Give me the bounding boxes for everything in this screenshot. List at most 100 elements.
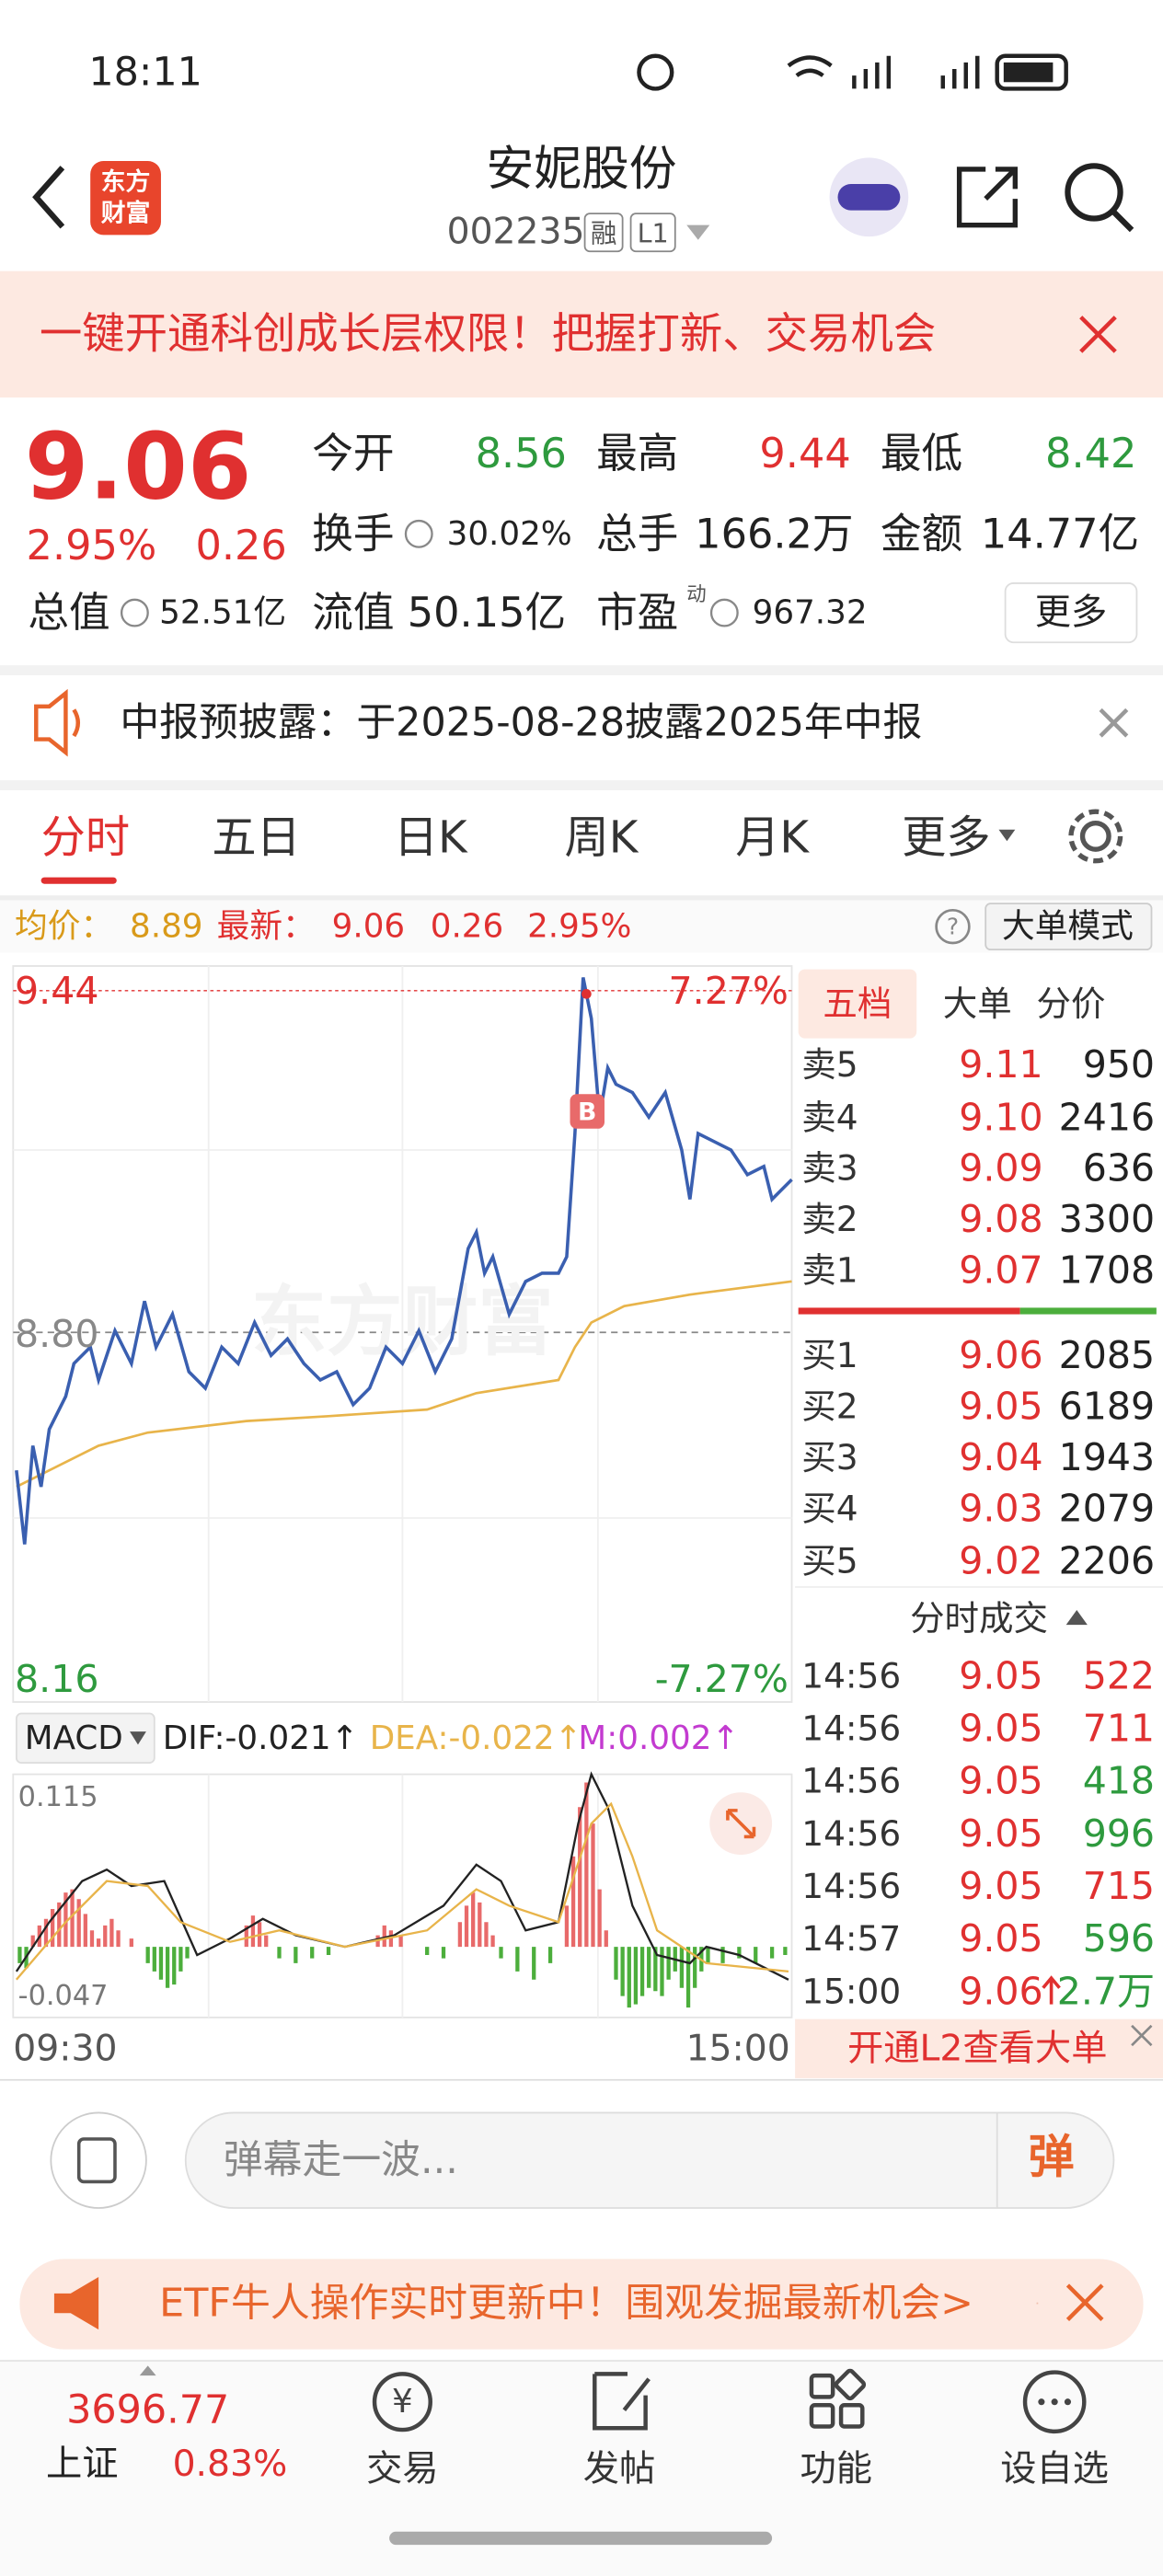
field-label: 总值 xyxy=(28,589,109,637)
etf-text: ETF牛人操作实时更新中！围观发掘最新机会> xyxy=(159,2281,973,2327)
trade-price: 9.05 xyxy=(959,1707,1042,1751)
book-price: 9.08 xyxy=(959,1197,1042,1241)
close-button[interactable] xyxy=(1099,707,1129,738)
share-button[interactable] xyxy=(956,167,1018,228)
trade-price: 9.05 xyxy=(959,1916,1042,1961)
divider xyxy=(0,895,1163,901)
low-pct: -7.27% xyxy=(655,1657,789,1701)
field-value: 50.15亿 xyxy=(408,589,566,637)
info-icon[interactable] xyxy=(709,598,739,627)
nav-item[interactable]: 设自选 xyxy=(1000,2448,1109,2490)
trade-volume: 418 xyxy=(1083,1759,1155,1803)
tag: 融 xyxy=(591,218,617,249)
macd-bars-up xyxy=(30,1782,608,1948)
buy-marker: B xyxy=(578,1098,596,1126)
help-icon[interactable] xyxy=(935,908,971,945)
book-volume: 2079 xyxy=(1059,1486,1155,1530)
more-button[interactable] xyxy=(1004,582,1138,644)
field-label: 最低 xyxy=(881,430,962,477)
home-indicator xyxy=(389,2531,773,2546)
comment-input[interactable] xyxy=(184,2111,1115,2209)
chart-tab[interactable]: 月K xyxy=(735,812,810,864)
macd-max: 0.115 xyxy=(18,1781,98,1813)
trade-icon-symbol: ¥ xyxy=(392,2383,413,2421)
comment-placeholder: 弹幕走一波... xyxy=(224,2137,458,2183)
field-value: 166.2万 xyxy=(695,510,853,558)
macd-bars-down xyxy=(17,1947,788,2008)
book-volume: 2206 xyxy=(1059,1538,1155,1582)
dropdown-arrow[interactable] xyxy=(130,1731,146,1745)
price-chart: 东方财富 B 9.44 7.27% 8.80 8.16 -7.27% xyxy=(12,965,793,1703)
danmaku-button[interactable]: 弹 xyxy=(1029,2131,1075,2184)
dea-line xyxy=(15,1801,789,1981)
field-value: 30.02% xyxy=(447,515,572,553)
divider xyxy=(0,665,1163,675)
settings-button[interactable] xyxy=(1068,809,1123,864)
time-start: 09:30 xyxy=(13,2028,117,2069)
book-level: 买2 xyxy=(801,1386,858,1427)
sort-arrow[interactable] xyxy=(1065,1610,1088,1626)
sell-ratio xyxy=(1019,1307,1157,1315)
time-end: 15:00 xyxy=(686,2028,790,2069)
close-button[interactable] xyxy=(1065,2283,1104,2322)
book-price: 9.09 xyxy=(959,1146,1042,1190)
trade-price: 9.05 xyxy=(959,1653,1042,1697)
change: 0.26 xyxy=(195,522,286,569)
function-icon xyxy=(809,2368,867,2429)
close-button[interactable] xyxy=(1131,2024,1153,2047)
dropdown-arrow[interactable] xyxy=(686,224,710,240)
field-label: 金额 xyxy=(881,510,962,558)
post-icon xyxy=(593,2372,651,2431)
book-volume: 1708 xyxy=(1059,1248,1155,1292)
book-tab[interactable]: 五档 xyxy=(823,983,892,1024)
buy-marker-box[interactable] xyxy=(570,1094,605,1129)
field-value: 14.77亿 xyxy=(981,510,1139,558)
search-button[interactable] xyxy=(1065,163,1134,233)
book-tab[interactable]: 分价 xyxy=(1037,983,1106,1024)
dropdown-arrow[interactable] xyxy=(998,829,1016,842)
trade-price: 9.05 xyxy=(959,1759,1042,1803)
chart-tab[interactable]: 周K xyxy=(565,812,639,864)
index-value[interactable]: 3696.77 xyxy=(66,2387,229,2433)
chart-tab[interactable]: 分时 xyxy=(41,812,130,864)
nav-item[interactable]: 发帖 xyxy=(583,2448,656,2490)
book-price: 9.10 xyxy=(959,1095,1042,1139)
trade-time: 15:00 xyxy=(801,1971,901,2011)
book-tab[interactable]: 大单 xyxy=(943,983,1012,1024)
more-label: 更多 xyxy=(1035,592,1108,634)
chart-tab[interactable]: 更多 xyxy=(902,812,990,864)
book-volume: 6189 xyxy=(1059,1385,1155,1429)
latest-label: 最新： xyxy=(217,908,316,946)
chart-tab[interactable]: 五日 xyxy=(212,812,300,864)
close-button[interactable] xyxy=(1079,316,1117,353)
etf-banner[interactable] xyxy=(19,2259,1144,2350)
nav-item[interactable]: 功能 xyxy=(800,2448,872,2490)
book-price: 9.03 xyxy=(959,1486,1042,1530)
promo-banner[interactable] xyxy=(0,270,1163,398)
logo-text: 东方 xyxy=(101,167,151,197)
comment-settings[interactable] xyxy=(50,2111,147,2209)
book-level: 买1 xyxy=(801,1335,858,1375)
speaker-icon xyxy=(34,688,81,757)
l2-banner[interactable] xyxy=(795,2018,1163,2078)
info-icon[interactable] xyxy=(120,598,149,627)
back-button[interactable] xyxy=(32,166,65,229)
macd-dif: DIF:-0.021↑ xyxy=(163,1719,359,1757)
change-pct: 2.95% xyxy=(27,522,157,569)
notice-text: 中报预披露：于2025-08-28披露2025年中报 xyxy=(120,700,922,746)
info-icon[interactable] xyxy=(404,519,433,548)
trade-volume: 596 xyxy=(1083,1916,1155,1961)
nav-item[interactable]: 交易 xyxy=(366,2448,439,2490)
mode-button[interactable] xyxy=(985,903,1153,951)
app-logo[interactable] xyxy=(90,161,161,236)
trade-volume: 522 xyxy=(1083,1653,1155,1697)
book-volume: 2416 xyxy=(1059,1095,1155,1139)
field-label: 最高 xyxy=(596,430,678,477)
chart-tab[interactable]: 日K xyxy=(394,812,468,864)
grid xyxy=(13,966,792,1702)
buy-ratio xyxy=(798,1307,1020,1315)
indicator-select[interactable] xyxy=(15,1712,155,1764)
book-tab-active[interactable] xyxy=(798,969,917,1039)
macd-chart: 0.115 -0.047 xyxy=(12,1771,793,2018)
